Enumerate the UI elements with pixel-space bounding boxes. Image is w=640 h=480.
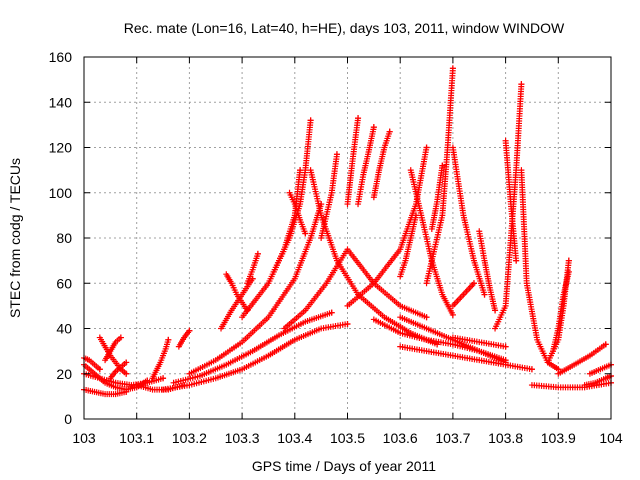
series-arc-4 [81,370,167,389]
y-tick-label: 120 [49,140,73,156]
data-point [502,357,509,364]
series-arc-42 [370,316,509,364]
data-point [302,230,309,237]
series-arc-10 [175,327,193,350]
x-axis-label: GPS time / Days of year 2011 [252,458,436,474]
y-tick-label: 60 [56,275,72,291]
data-point [123,370,130,377]
y-tick-label: 160 [49,49,73,65]
data-point [423,144,430,151]
data-point [602,341,609,348]
data-point [481,291,488,298]
data-point [165,336,172,343]
data-point [528,366,535,373]
series-arc-19 [270,117,314,275]
x-tick-label: 103.5 [330,430,365,446]
data-point [355,115,362,122]
data-point [333,151,340,158]
data-point [513,257,520,264]
x-tick-label: 103.4 [277,430,312,446]
y-tick-label: 40 [56,321,72,337]
data-point [370,124,377,131]
series-arc-23 [344,115,362,208]
series-arc-33 [476,228,499,314]
series-arc-43 [555,341,609,377]
data-point [518,81,525,88]
data-point [386,128,393,135]
grid [84,57,611,419]
data-point [186,327,193,334]
data-point [413,212,420,219]
x-tick-label: 104 [599,430,623,446]
data-point [344,320,351,327]
series-arc-12 [170,309,335,386]
y-tick-label: 80 [56,230,72,246]
series-arc-31 [449,144,488,298]
series-arc-35 [502,137,520,264]
y-axis-label: STEC from codg / TECUs [7,158,23,318]
data-point [565,268,572,275]
data-point [123,359,130,366]
series-arc-6 [102,334,124,364]
series-arc-27 [397,212,420,280]
x-tick-label: 103.9 [541,430,576,446]
series-arc-38 [550,268,572,355]
series-arc-29 [428,162,446,232]
series-arc-11 [160,320,351,393]
data-point [297,167,304,174]
data-point [449,65,456,72]
data-point [449,311,456,318]
series-arc-16 [244,250,261,287]
series-arc-25 [370,128,393,201]
y-tick-label: 0 [64,411,72,427]
x-tick-label: 103.8 [488,430,523,446]
data-point [470,280,477,287]
x-tick-label: 103.2 [172,430,207,446]
series-arc-46 [449,334,509,350]
x-tick-label: 103.1 [119,430,154,446]
data-point [123,388,130,395]
x-tick-label: 103 [72,430,96,446]
data-point [423,314,430,321]
series-arc-44 [581,373,614,389]
data-point [565,257,572,264]
axis-ticks: 103 103.1 103.2 103.3 103.4 103.5 103.6 103.7 10… [49,49,623,446]
series-arc-30 [423,65,456,287]
series-arc-24 [355,124,377,208]
series-arc-32 [449,280,477,309]
y-tick-label: 140 [49,94,73,110]
series-arc-7 [107,359,130,382]
data-point [117,334,124,341]
data-point [492,307,499,314]
series-arc-21 [318,151,340,241]
x-tick-label: 103.6 [383,430,418,446]
data-point [254,250,261,257]
data-point [160,375,167,382]
x-tick-label: 103.3 [225,430,260,446]
data-points [81,65,614,398]
data-point [96,366,103,373]
x-tick-label: 103.7 [435,430,470,446]
data-point [307,117,314,124]
y-tick-label: 20 [56,366,72,382]
data-point [328,309,335,316]
y-tick-label: 100 [49,185,73,201]
data-point [502,343,509,350]
series-arc-26 [344,144,430,309]
series-arc-9 [149,336,172,382]
series-arc-36 [518,167,562,373]
chart-title: Rec. mate (Lon=16, Lat=40, h=HE), days 1… [124,20,565,36]
series-arc-2 [81,354,103,373]
data-point [439,162,446,169]
